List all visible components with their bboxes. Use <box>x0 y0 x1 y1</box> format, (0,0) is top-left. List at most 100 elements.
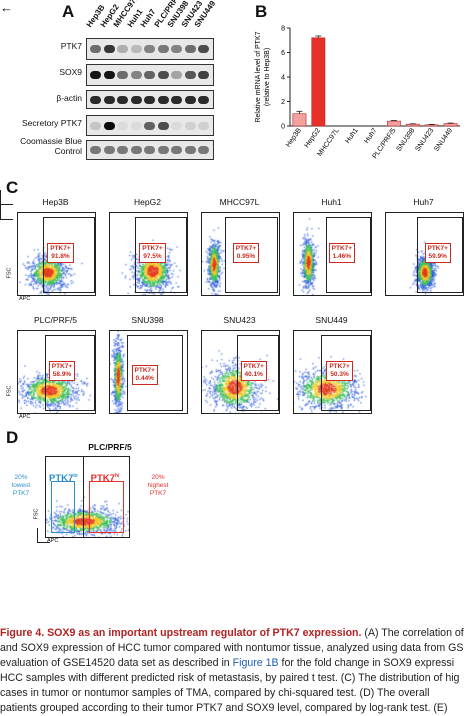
blot-band <box>130 71 142 79</box>
bar <box>311 37 326 127</box>
low-gate <box>50 481 75 533</box>
caption-line-1: and SOX9 expression of HCC tumor compare… <box>0 642 464 654</box>
blot-band <box>198 45 209 53</box>
gate-label-text: PTK7+ <box>243 363 264 371</box>
caption-title: Figure 4. SOX9 as an important upstream … <box>0 627 362 639</box>
panel-d-title: PLC/PRF/5 <box>88 442 132 452</box>
flow-plot: PTK7+ 97.5% <box>109 212 188 296</box>
gate-percentage: 50.3% <box>330 371 349 379</box>
panel-d-letter: D <box>6 428 19 447</box>
flow-plot: PTK7+ 0.44% <box>109 330 188 414</box>
gate-rect <box>320 335 371 411</box>
blot-band <box>144 95 155 104</box>
blot-band <box>117 146 128 154</box>
blot-band <box>184 146 196 154</box>
blot-band <box>184 95 196 104</box>
blot-row-label: SOX9 <box>59 67 82 77</box>
flow-plot-title: SNU449 <box>315 315 348 325</box>
gate-percentage: 1.46% <box>332 253 352 261</box>
blot-band <box>171 95 182 104</box>
panel-d-gating-plot: PLC/PRF/5 PTK7lo PTK7hi 20% lowest PTK7 20% hig… <box>0 440 200 550</box>
gate-label: PTK7+ 97.5% <box>139 243 166 264</box>
blot-band <box>144 146 155 154</box>
blot-strip <box>86 90 214 109</box>
blot-band <box>157 95 169 104</box>
caption-line-2: evaluation of GSE14520 data set as descr… <box>0 657 455 669</box>
blot-band <box>130 146 142 154</box>
x-tick-label: SNU449 <box>433 127 454 153</box>
flow-plot-title: Huh1 <box>321 197 342 207</box>
blot-band <box>157 121 169 130</box>
panel-a-letter: A <box>62 2 75 21</box>
axis-arrow <box>0 205 13 220</box>
flow-plot-title: HepG2 <box>134 197 161 207</box>
y-axis-label: Relative mRNA level of PTK7 (relative to … <box>255 31 271 122</box>
gate-percentage: 91.8% <box>51 253 70 261</box>
blot-row-label: β-actin <box>56 93 82 103</box>
gate-percentage: 0.95% <box>236 253 256 261</box>
flow-plot-title: Huh7 <box>413 197 434 207</box>
gate-label-text: PTK7+ <box>51 363 73 371</box>
high-percent-text: 20% highest PTK7 <box>136 474 180 498</box>
high-percent-line: highest <box>147 482 169 489</box>
blot-band <box>171 146 182 154</box>
blot-band <box>130 95 142 104</box>
blot-band <box>171 121 182 130</box>
blot-band <box>198 146 209 154</box>
gate-label: PTK7+ 59.9% <box>424 243 451 264</box>
blot-band <box>117 45 128 53</box>
x-tick-label: Hep3B <box>285 127 303 149</box>
bar <box>424 124 439 127</box>
bar <box>386 120 401 127</box>
gate-label: PTK7+ 50.3% <box>326 361 353 382</box>
blot-band <box>117 71 128 79</box>
blot-band <box>130 121 142 130</box>
axis-arrow <box>37 528 50 543</box>
gate-rect <box>44 335 95 411</box>
blot-strip <box>86 115 214 136</box>
blot-strip <box>86 64 214 86</box>
blot-band <box>144 121 155 130</box>
blot-strip <box>86 38 214 60</box>
blot-band <box>103 121 115 130</box>
x-tick-label: Huh1 <box>344 127 359 145</box>
apc-axis-label: APC <box>19 296 31 302</box>
blot-band <box>117 95 128 104</box>
gate-rect <box>225 217 278 293</box>
flow-plot: PTK7+ 40.1% <box>201 330 280 414</box>
y-tick-label: 0 <box>281 124 285 131</box>
y-tick-label: 6 <box>281 50 285 57</box>
blot-band <box>171 45 182 53</box>
caption-line-4: cases in tumor or nontumor samples of TM… <box>0 687 430 699</box>
x-tick-label: Huh7 <box>363 127 378 145</box>
gate-label-text: PTK7+ <box>331 245 353 253</box>
flow-plot: PTK7+ 1.46% <box>293 212 372 296</box>
blot-band <box>103 71 115 79</box>
fsc-axis-label: FSC <box>6 267 13 279</box>
fsc-axis-label: FSC <box>33 508 40 520</box>
gate-label-text: PTK7+ <box>142 245 163 253</box>
flow-plot-title: Hep3B <box>42 197 69 207</box>
panel-b-letter: B <box>255 2 268 21</box>
blot-row-label: Coomassie Blue Control <box>20 136 82 156</box>
high-gate <box>89 481 125 533</box>
gate-label: PTK7+ 0.95% <box>232 243 260 264</box>
blot-band <box>130 45 142 53</box>
gate-rect <box>135 217 187 293</box>
axis-arrow <box>0 190 13 205</box>
y-tick-label: 2 <box>281 99 285 106</box>
low-label-sup: lo <box>73 473 78 479</box>
gate-label-text: PTK7+ <box>50 245 71 253</box>
caption-figure-link[interactable]: Figure 1B <box>232 657 279 669</box>
blot-band <box>198 71 209 79</box>
blot-row-label: Secretory PTK7 <box>22 118 82 128</box>
low-percent-text: 20% lowest PTK7 <box>0 474 42 498</box>
gate-label: PTK7+ 40.1% <box>240 361 267 382</box>
blot-band <box>157 146 169 154</box>
bar <box>405 123 420 127</box>
blot-strip <box>86 140 214 160</box>
blot-band <box>198 121 209 130</box>
fsc-axis-label: FSC <box>6 385 13 397</box>
high-percent-line: PTK7 <box>149 490 167 497</box>
gate-label-text: PTK7+ <box>329 363 350 371</box>
